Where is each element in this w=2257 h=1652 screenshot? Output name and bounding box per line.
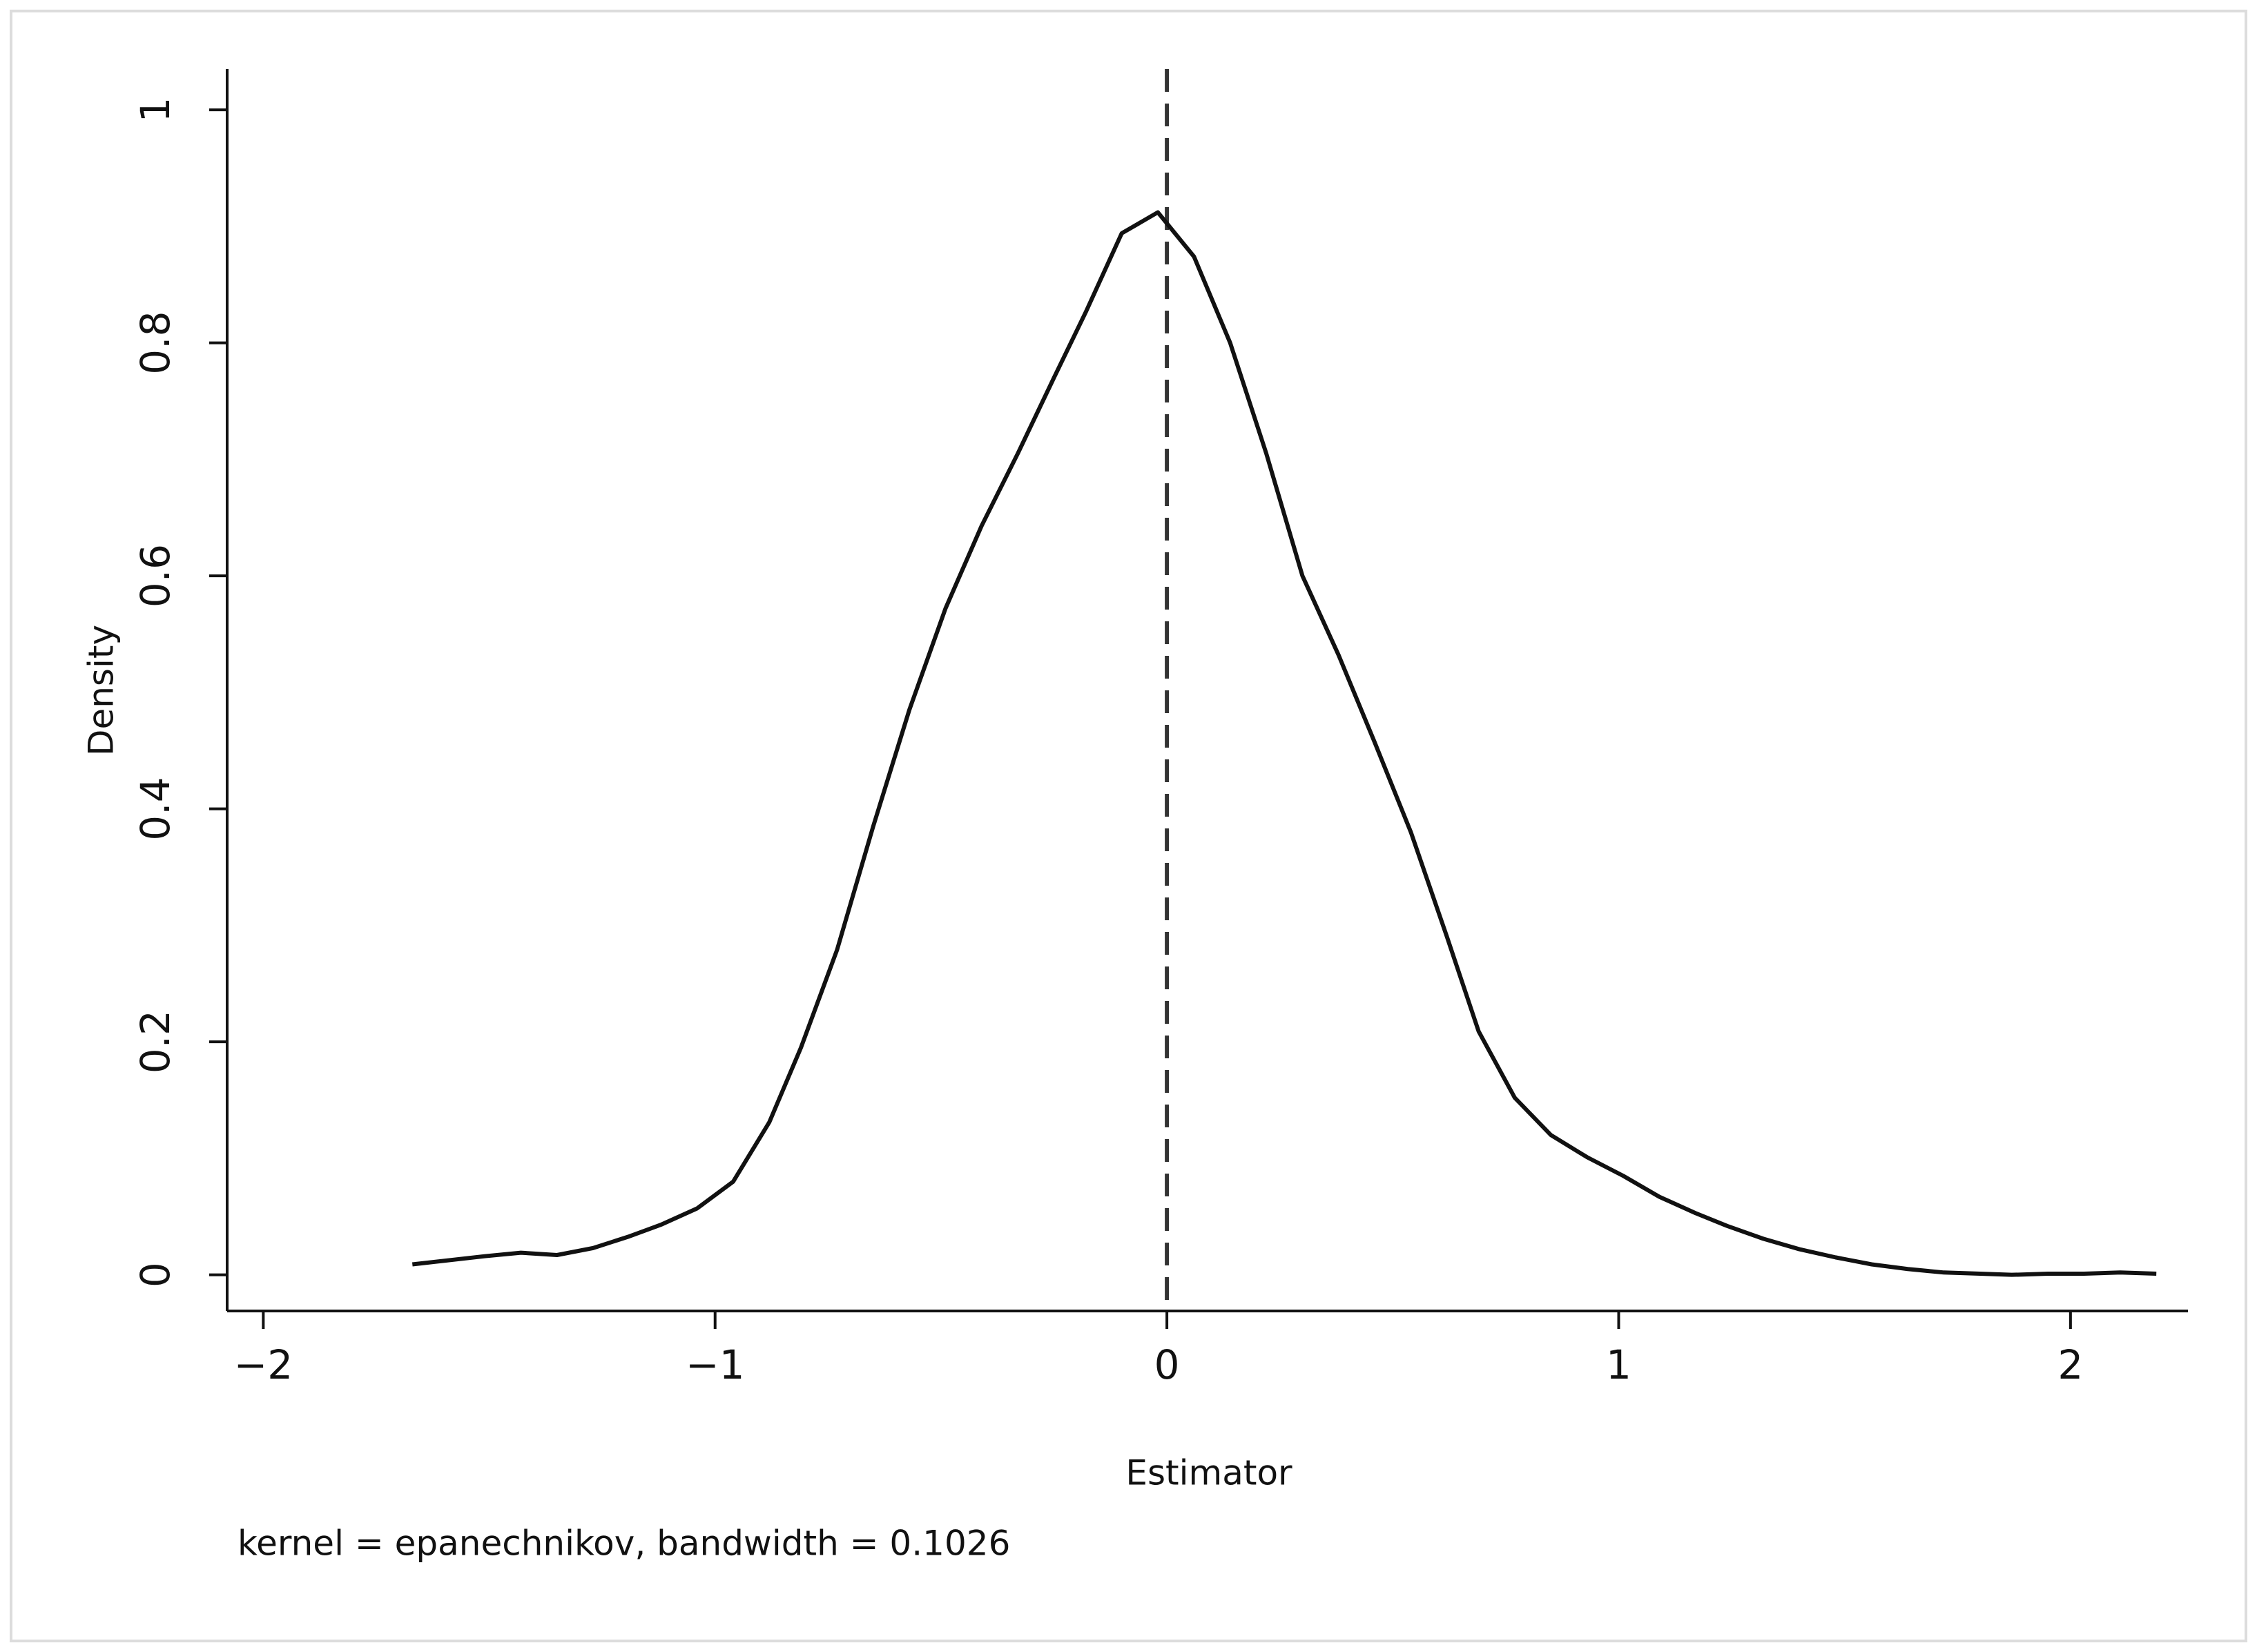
y-tick-label: 1	[132, 97, 179, 123]
x-axis-title: Estimator	[1125, 1453, 1292, 1493]
y-tick-label: 0.6	[132, 544, 179, 608]
x-tick-label: 0	[1154, 1341, 1180, 1388]
density-line	[411, 210, 2157, 1277]
y-axis-title: Density	[81, 625, 122, 756]
x-tick-label: 1	[1606, 1341, 1631, 1388]
x-tick-label: 2	[2057, 1341, 2083, 1388]
y-tick-label: 0	[132, 1262, 179, 1287]
y-tick-label: 0.2	[132, 1010, 179, 1073]
y-tick-label: 0.4	[132, 777, 179, 841]
y-tick-label: 0.8	[132, 311, 179, 374]
x-tick-label: −2	[234, 1341, 293, 1388]
frame	[10, 10, 2247, 1642]
x-tick-label: −1	[686, 1341, 745, 1388]
note: kernel = epanechnikov, bandwidth = 0.102…	[238, 1524, 1010, 1564]
